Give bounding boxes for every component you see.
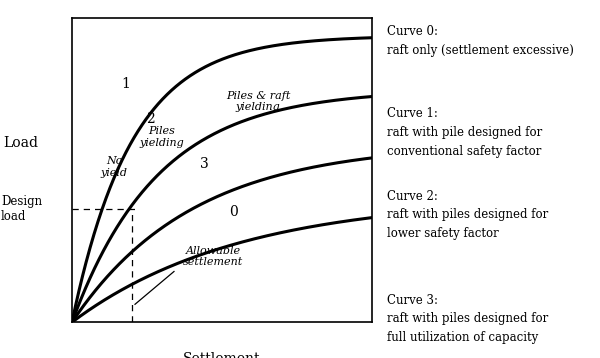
Text: 3: 3 — [200, 157, 208, 171]
Text: Curve 0:: Curve 0: — [387, 25, 438, 38]
Text: Allowable
settlement: Allowable settlement — [183, 246, 243, 267]
Text: 0: 0 — [230, 205, 238, 219]
Text: conventional safety factor: conventional safety factor — [387, 145, 541, 158]
Text: Settlement: Settlement — [183, 352, 261, 358]
Text: raft with piles designed for: raft with piles designed for — [387, 208, 548, 221]
Text: Load: Load — [4, 136, 38, 150]
Text: Curve 2:: Curve 2: — [387, 190, 438, 203]
Text: No
yield: No yield — [101, 156, 128, 178]
Text: raft with pile designed for: raft with pile designed for — [387, 126, 542, 139]
Text: raft with piles designed for: raft with piles designed for — [387, 312, 548, 325]
Text: Curve 1:: Curve 1: — [387, 107, 438, 120]
Text: 1: 1 — [122, 77, 130, 91]
Text: 2: 2 — [146, 112, 154, 126]
Text: lower safety factor: lower safety factor — [387, 227, 499, 240]
Text: Piles & raft
yielding: Piles & raft yielding — [226, 91, 290, 112]
Text: Design
load: Design load — [1, 195, 42, 223]
Text: Curve 3:: Curve 3: — [387, 294, 438, 306]
Text: Piles
yielding: Piles yielding — [140, 126, 184, 148]
Text: full utilization of capacity: full utilization of capacity — [387, 331, 538, 344]
Text: raft only (settlement excessive): raft only (settlement excessive) — [387, 44, 574, 57]
